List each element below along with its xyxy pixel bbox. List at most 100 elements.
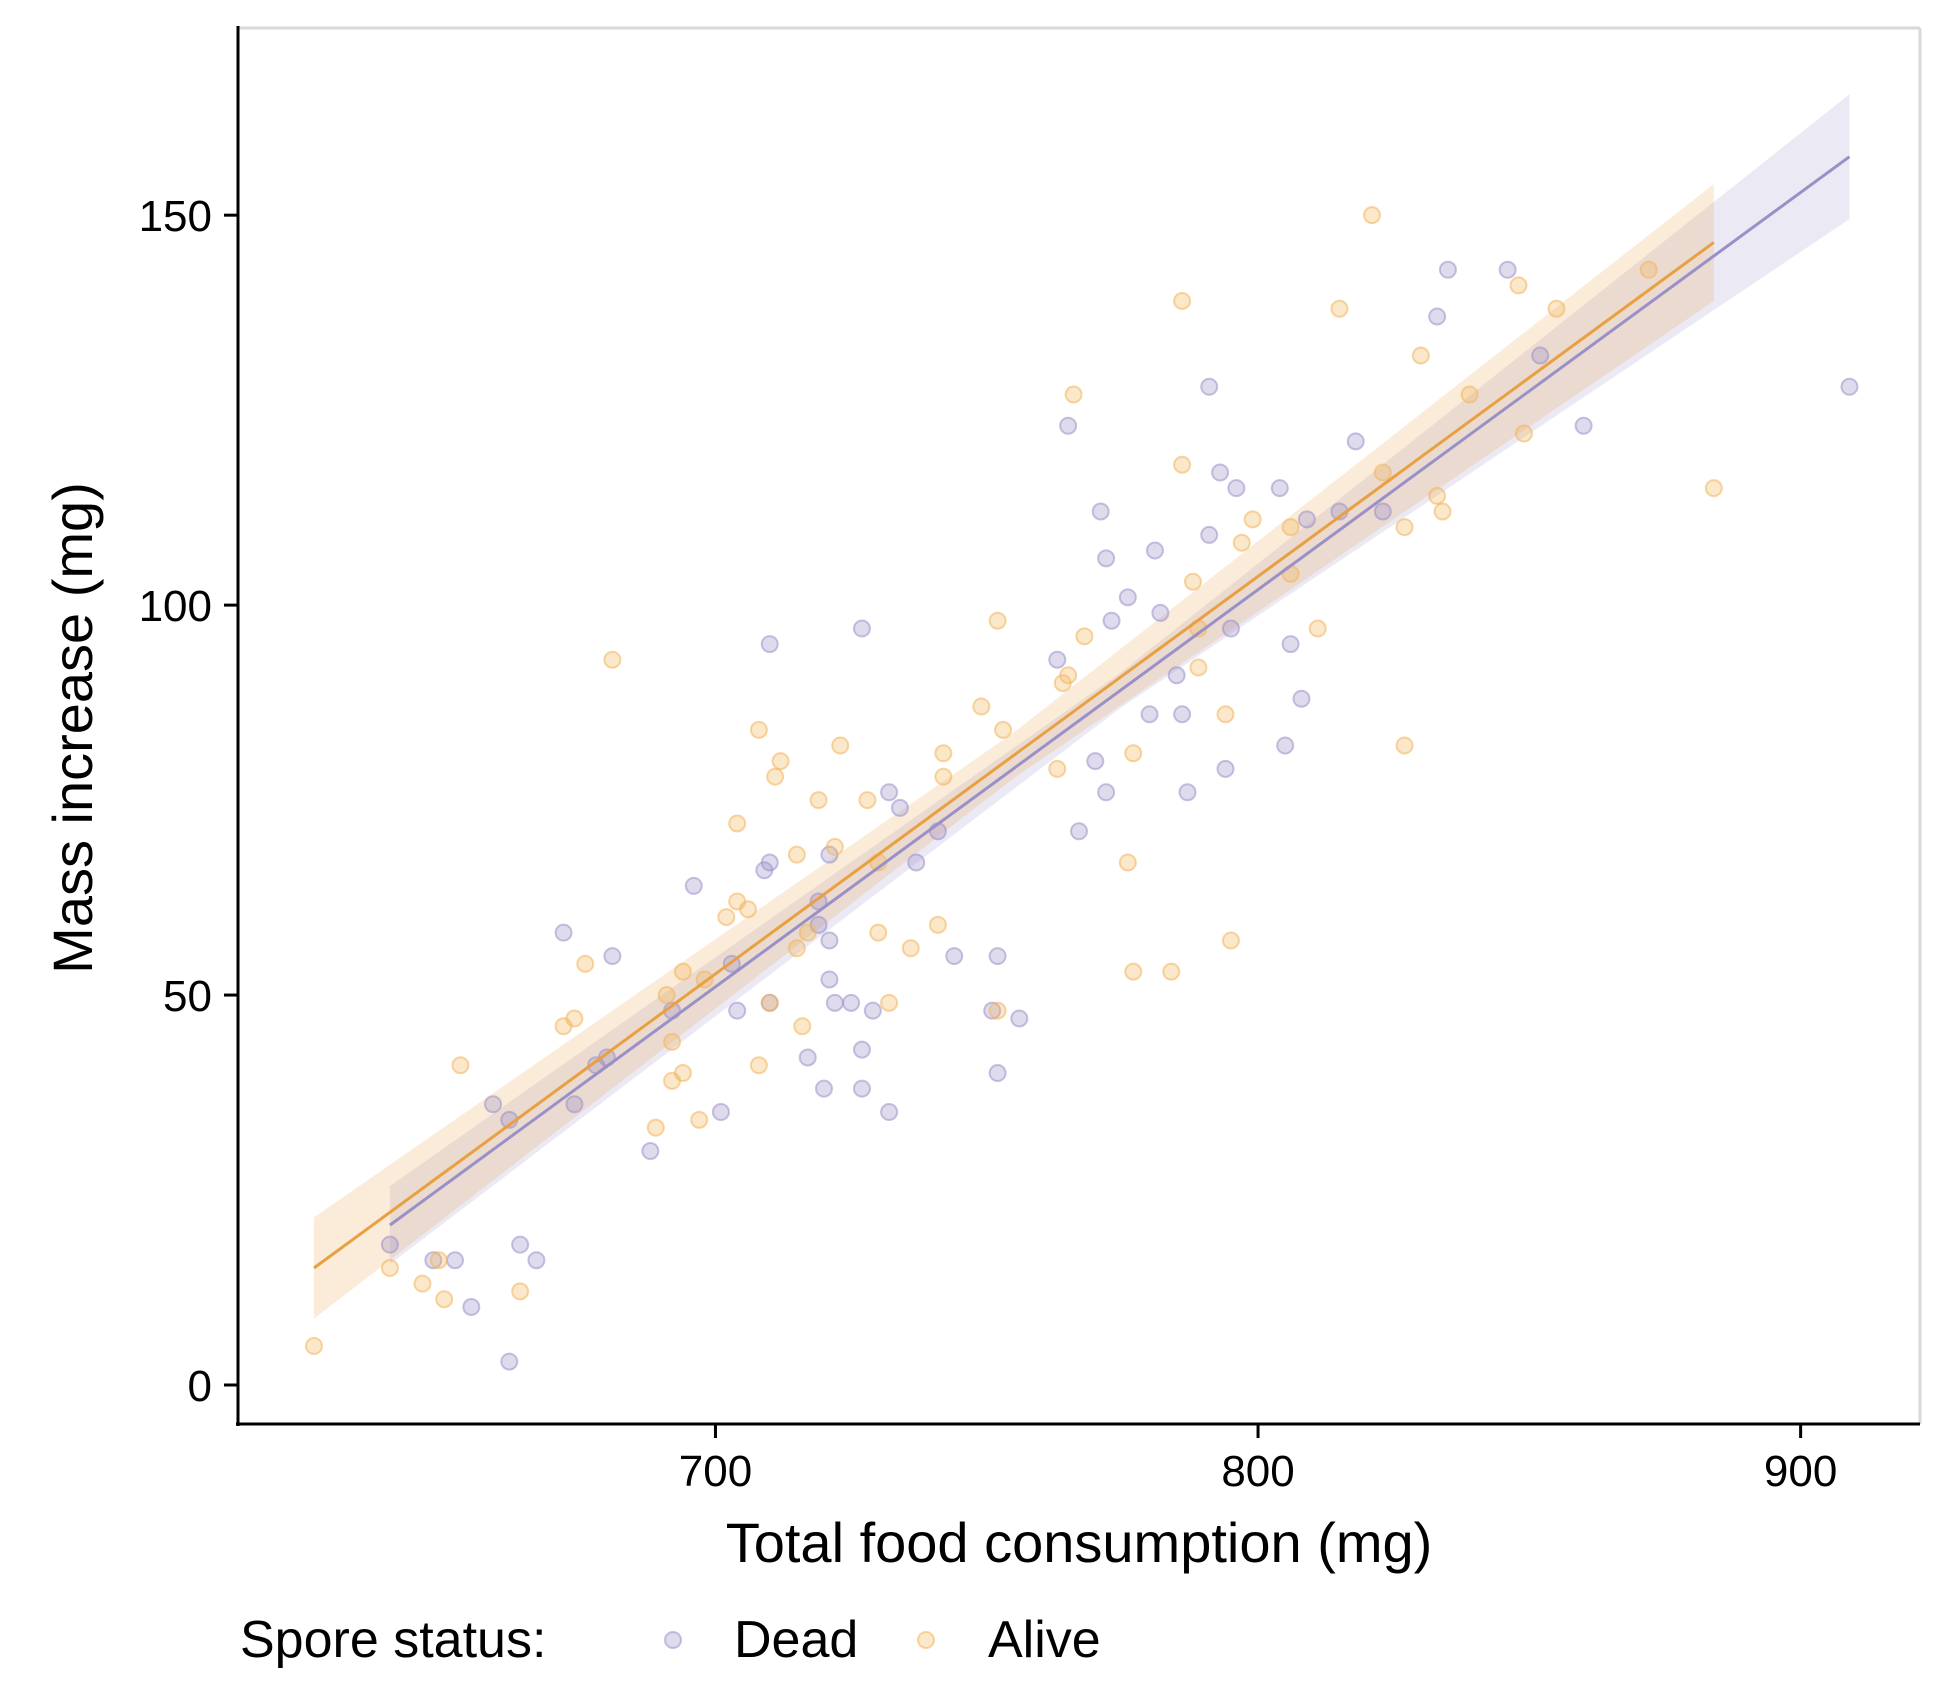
point-alive [728, 814, 747, 833]
point-alive [1362, 206, 1381, 225]
point-dead [1086, 752, 1105, 771]
point-alive [576, 954, 595, 973]
x-axis-ticks: 700 800 900 [679, 1424, 1837, 1496]
point-alive [1118, 853, 1137, 872]
point-alive [413, 1274, 432, 1293]
point-alive [673, 1064, 692, 1083]
point-dead [907, 853, 926, 872]
point-dead [1173, 705, 1192, 724]
x-tick-label: 900 [1764, 1447, 1837, 1496]
point-dead [1281, 635, 1300, 654]
point-alive [1232, 533, 1251, 552]
point-alive [972, 697, 991, 716]
point-dead [820, 931, 839, 950]
point-alive [798, 923, 817, 942]
point-alive [1281, 518, 1300, 537]
point-alive [760, 993, 779, 1012]
point-dead [1276, 736, 1295, 755]
point-dead [1221, 619, 1240, 638]
point-alive [690, 1110, 709, 1129]
point-alive [1639, 260, 1658, 279]
point-alive [1173, 455, 1192, 474]
fit-lines [313, 155, 1851, 1270]
point-alive [771, 752, 790, 771]
point-dead [1059, 416, 1078, 435]
point-alive [380, 1259, 399, 1278]
confidence-band-alive [313, 183, 1714, 1319]
point-dead [603, 947, 622, 966]
point-alive [429, 1251, 448, 1270]
point-alive [988, 1001, 1007, 1020]
legend-dead-swatch [664, 1631, 682, 1649]
point-dead [814, 1079, 833, 1098]
point-alive [1704, 479, 1723, 498]
point-alive [435, 1290, 454, 1309]
point-alive [1460, 385, 1479, 404]
point-dead [462, 1298, 481, 1317]
x-tick-label: 700 [679, 1447, 752, 1496]
point-dead [852, 1079, 871, 1098]
point-dead [1531, 346, 1550, 365]
point-dead [760, 635, 779, 654]
point-alive [749, 720, 768, 739]
point-dead [1151, 603, 1170, 622]
point-alive [1124, 962, 1143, 981]
point-alive [1075, 627, 1094, 646]
point-dead [728, 1001, 747, 1020]
point-dead [641, 1142, 660, 1161]
point-dead [760, 853, 779, 872]
point-alive [1064, 385, 1083, 404]
point-dead [945, 947, 964, 966]
point-dead [1346, 432, 1365, 451]
point-alive [1330, 299, 1349, 318]
point-alive [646, 1118, 665, 1137]
point-alive [880, 993, 899, 1012]
point-dead [820, 970, 839, 989]
legend: Spore status: Dead Alive [240, 1611, 1101, 1669]
legend-title: Spore status: [240, 1611, 546, 1669]
point-dead [1227, 479, 1246, 498]
point-alive [934, 767, 953, 786]
point-alive [1048, 759, 1067, 778]
point-dead [1167, 666, 1186, 685]
point-alive [1189, 658, 1208, 677]
point-alive [1547, 299, 1566, 318]
point-dead [1070, 822, 1088, 841]
point-dead [1200, 525, 1219, 544]
point-dead [1292, 689, 1311, 708]
point-dead [1574, 416, 1593, 435]
point-dead [988, 947, 1007, 966]
point-alive [1514, 424, 1533, 443]
legend-dead-label: Dead [734, 1611, 858, 1669]
point-dead [890, 798, 909, 817]
point-alive [793, 1017, 812, 1036]
point-alive [1162, 962, 1181, 981]
point-alive [787, 845, 806, 864]
point-dead [565, 1095, 584, 1114]
point-dead [1091, 502, 1110, 521]
point-alive [657, 986, 676, 1005]
point-alive [1509, 276, 1528, 295]
point-alive [766, 767, 785, 786]
point-dead [983, 1001, 1002, 1020]
point-alive [1395, 736, 1414, 755]
point-alive [1373, 463, 1392, 482]
y-tick-label: 0 [188, 1362, 212, 1411]
point-alive [1243, 510, 1262, 529]
point-dead [852, 1040, 871, 1059]
point-dead [1140, 705, 1159, 724]
point-alive [1173, 291, 1192, 310]
point-dead [863, 1001, 882, 1020]
point-dead [1097, 783, 1116, 802]
point-dead [825, 993, 844, 1012]
point-dead [880, 783, 899, 802]
point-alive [1059, 666, 1078, 685]
point-dead [842, 993, 861, 1012]
point-dead [988, 1064, 1007, 1083]
fit-line-dead [389, 155, 1851, 1227]
point-alive [901, 939, 920, 958]
point-dead [500, 1352, 519, 1371]
point-dead [798, 1048, 817, 1067]
point-dead [484, 1095, 503, 1114]
